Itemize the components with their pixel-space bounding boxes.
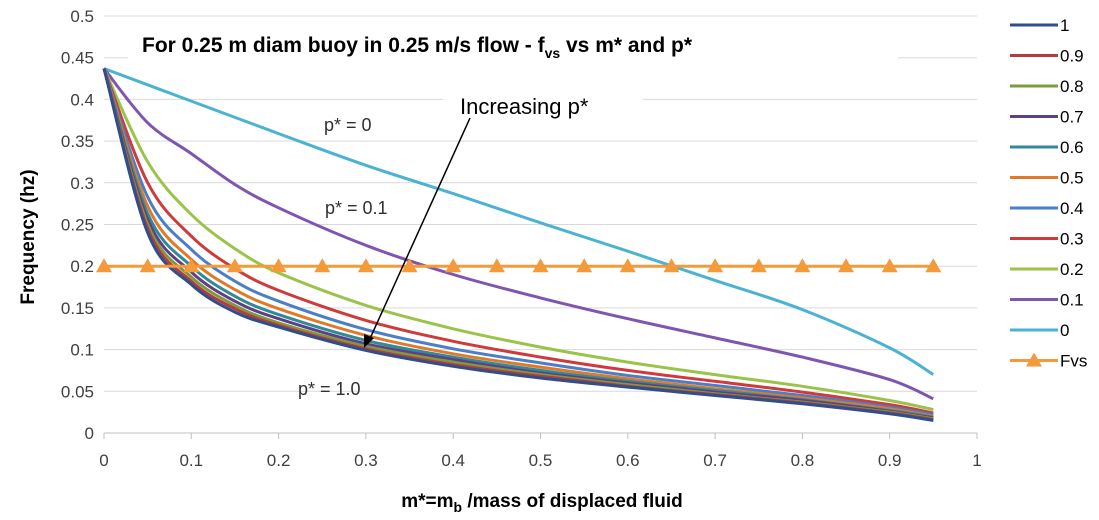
fvs-marker	[314, 258, 331, 273]
legend-label: 0.5	[1060, 169, 1084, 188]
fvs-marker	[532, 258, 549, 273]
annotation-p-star-0-1: p* = 0.1	[325, 198, 388, 218]
fvs-marker	[619, 258, 636, 273]
annotation-p-star-0: p* = 0	[324, 115, 372, 135]
y-tick-label: 0.5	[70, 7, 94, 26]
series-line-0-1	[102, 67, 934, 401]
annotation-p-star-1-0: p* = 1.0	[298, 379, 361, 399]
x-tick-label: 0.8	[791, 451, 815, 470]
fvs-marker	[96, 258, 112, 273]
legend-label: 0.6	[1060, 138, 1084, 157]
y-tick-label: 0.3	[70, 174, 94, 193]
fvs-marker	[401, 258, 418, 273]
series-line-0	[103, 67, 935, 376]
fvs-marker	[139, 258, 156, 273]
y-tick-label: 0.05	[61, 382, 94, 401]
y-tick-label: 0.25	[61, 216, 94, 235]
fvs-marker	[794, 258, 811, 273]
y-tick-label: 0.1	[70, 341, 94, 360]
x-tick-label: 0.5	[529, 451, 553, 470]
y-tick-label: 0.4	[70, 90, 94, 109]
legend-label: 0.4	[1060, 199, 1084, 218]
legend-label: 0.2	[1060, 260, 1084, 279]
series-line-0-4	[102, 68, 934, 417]
x-axis-label-pre: m*=m	[401, 491, 453, 512]
legend-label: 1	[1060, 16, 1069, 35]
p01-label-background	[322, 194, 408, 220]
y-axis-label: Frequency (hz)	[18, 169, 39, 304]
y-tick-label: 0.15	[61, 299, 94, 318]
y-tick-label: 0.35	[61, 132, 94, 151]
fvs-marker	[750, 258, 767, 273]
y-tick-label: 0.45	[61, 49, 94, 68]
fvs-marker	[576, 258, 593, 273]
annotation-increasing: Increasing p*	[460, 94, 589, 119]
fvs-marker	[881, 258, 898, 273]
series-line-0-5	[102, 68, 934, 418]
series-line-1	[102, 68, 934, 422]
fvs-marker	[270, 258, 287, 273]
y-tick-label: 0	[85, 424, 94, 443]
fvs-marker	[183, 258, 200, 273]
legend-label: 0.7	[1060, 108, 1084, 127]
x-tick-label: 0.9	[878, 451, 902, 470]
x-tick-label: 0.2	[267, 451, 291, 470]
fvs-marker	[226, 258, 243, 273]
legend-label: 0.8	[1060, 77, 1084, 96]
legend-label: 0	[1060, 321, 1069, 340]
x-tick-label: 0	[99, 451, 108, 470]
title-background	[128, 22, 898, 64]
x-axis-label: m*=mb /mass of displaced fluid	[401, 491, 683, 515]
legend-label: 0.9	[1060, 47, 1084, 66]
chart-title-subscript: vs	[545, 45, 561, 61]
fvs-marker	[707, 258, 724, 273]
series-line-0-2	[102, 67, 934, 412]
fvs-marker	[357, 258, 374, 273]
legend-label: 0.1	[1060, 291, 1084, 310]
chart-title-main: For 0.25 m diam buoy in 0.25 m/s flow - …	[142, 34, 546, 57]
series-group	[96, 67, 942, 422]
x-axis-label-subscript: b	[454, 499, 463, 515]
increasing-arrow-line	[367, 117, 471, 344]
y-tick-label: 0.2	[70, 257, 94, 276]
axes: 0 0.05 0.1 0.15 0.2 0.25 0.3 0.35 0.4 0.45 0.5 0 0.1…	[61, 7, 982, 470]
fvs-marker	[925, 258, 942, 273]
legend: 1 0.9 0.8 0.7 0.6 0.5 0.4 0.3 0.2 0.1 0 Fvs	[1010, 16, 1087, 371]
chart-title-tail: vs m* and p*	[560, 34, 693, 57]
x-tick-label: 0.1	[179, 451, 203, 470]
fvs-marker	[663, 258, 680, 273]
x-axis-label-post: /mass of displaced fluid	[462, 491, 683, 512]
x-tick-label: 0.7	[703, 451, 727, 470]
chart-title: For 0.25 m diam buoy in 0.25 m/s flow - …	[142, 34, 693, 61]
fvs-marker	[838, 258, 854, 273]
x-tick-label: 0.4	[441, 451, 465, 470]
x-tick-label: 1	[972, 451, 981, 470]
fvs-marker	[488, 258, 505, 273]
p0-label-background	[322, 110, 388, 136]
legend-label: Fvs	[1060, 352, 1087, 371]
fvs-marker	[445, 258, 462, 273]
increasing-label-background	[443, 84, 643, 124]
series-line-0-3	[102, 67, 934, 415]
legend-label: 0.3	[1060, 230, 1084, 249]
legend-marker	[1026, 352, 1042, 367]
increasing-arrow-head	[364, 334, 374, 348]
x-tick-label: 0.3	[354, 451, 378, 470]
x-tick-label: 0.6	[616, 451, 640, 470]
